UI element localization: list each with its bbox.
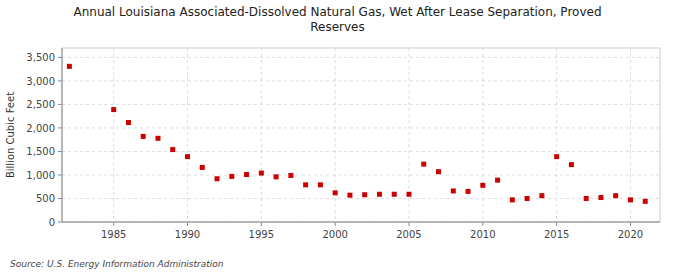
point (303, 182, 308, 187)
y-grid-line (62, 174, 660, 175)
point (111, 107, 116, 112)
y-axis-line (62, 48, 63, 222)
y-tick (58, 80, 62, 81)
y-tick-label: 2,500 (26, 99, 55, 110)
x-tick (408, 222, 409, 226)
y-grid-line (62, 198, 660, 199)
point (392, 192, 397, 197)
title: Annual Louisiana Associated-Dissolved Na… (73, 5, 601, 34)
y-grid-line (62, 151, 660, 152)
point (495, 178, 500, 183)
point (525, 196, 530, 201)
x-tick-label: 2010 (470, 229, 495, 240)
point (318, 182, 323, 187)
point (155, 136, 160, 141)
point (347, 193, 352, 198)
x-tick-label: 2020 (618, 229, 643, 240)
point (333, 190, 338, 195)
x-grid-line (187, 48, 188, 222)
y-tick (58, 151, 62, 152)
y-tick-label: 3,500 (26, 52, 55, 63)
x-grid-line (261, 48, 262, 222)
points (67, 64, 648, 204)
point (229, 174, 234, 179)
y-tick-label: 2,000 (26, 123, 55, 134)
x-grid-line (482, 48, 483, 222)
point (510, 197, 515, 202)
x-axis-line (62, 222, 660, 223)
y-grid-line (62, 57, 660, 58)
point (613, 193, 618, 198)
x-tick-label: 2015 (544, 229, 569, 240)
x-tick (187, 222, 188, 226)
point (421, 162, 426, 167)
y-tick (58, 222, 62, 223)
chart: Annual Louisiana Associated-Dissolved Na… (0, 0, 675, 275)
x-tick (261, 222, 262, 226)
point (200, 165, 205, 170)
point (628, 197, 633, 202)
x-tick (630, 222, 631, 226)
y-tick (58, 104, 62, 105)
point (274, 174, 279, 179)
point (480, 183, 485, 188)
x-tick (113, 222, 114, 226)
point (539, 193, 544, 198)
y-tick (58, 198, 62, 199)
x-tick-label: 2005 (396, 229, 421, 240)
x-grid-line (630, 48, 631, 222)
x-tick (556, 222, 557, 226)
x-tick-label: 1990 (175, 229, 200, 240)
y-tick-label: 1,500 (26, 146, 55, 157)
point (598, 195, 603, 200)
y-grid-line (62, 80, 660, 81)
point (67, 64, 72, 69)
point (569, 162, 574, 167)
point (451, 188, 456, 193)
point (288, 173, 293, 178)
x-tick (482, 222, 483, 226)
y-tick (58, 127, 62, 128)
title-line: Reserves (310, 20, 365, 34)
point (406, 192, 411, 197)
point (126, 120, 131, 125)
x-tick-label: 2000 (322, 229, 347, 240)
y-tick-label: 1,000 (26, 170, 55, 181)
y-grid-line (62, 127, 660, 128)
point (466, 189, 471, 194)
point (259, 171, 264, 176)
point (244, 172, 249, 177)
point (436, 169, 441, 174)
y-grid-line (62, 222, 660, 223)
grid (62, 48, 660, 222)
point (185, 154, 190, 159)
x-tick (335, 222, 336, 226)
y-tick (58, 174, 62, 175)
point (377, 192, 382, 197)
point (643, 199, 648, 204)
y-tick-label: 3,000 (26, 76, 55, 87)
point (584, 196, 589, 201)
point (170, 147, 175, 152)
y-tick-label: 500 (36, 193, 55, 204)
x-tick-label: 1995 (249, 229, 274, 240)
title-line: Annual Louisiana Associated-Dissolved Na… (73, 5, 601, 19)
x-grid-line (335, 48, 336, 222)
y-tick (58, 57, 62, 58)
y-tick-label: 0 (49, 217, 55, 228)
x-grid-line (556, 48, 557, 222)
point (141, 134, 146, 139)
y-axis-label: Billion Cubic Feet (5, 92, 16, 178)
point (362, 192, 367, 197)
plot-frame (62, 48, 660, 222)
y-grid-line (62, 104, 660, 105)
point (554, 154, 559, 159)
point (215, 176, 220, 181)
x-grid-line (113, 48, 114, 222)
x-tick-label: 1985 (101, 229, 126, 240)
source: Source: U.S. Energy Information Administ… (10, 259, 224, 269)
